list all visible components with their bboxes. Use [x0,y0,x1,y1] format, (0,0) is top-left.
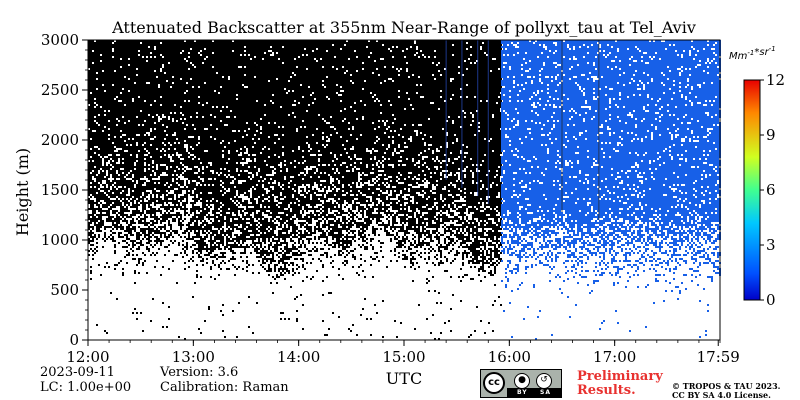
x-tick-label: 12:00 [66,348,109,366]
y-axis-label: Height (m) [13,148,32,236]
cc-license-badge: cc ● ↺ BY SA [480,369,562,398]
colorbar-unit-label: Mm-1*sr-1 [729,45,776,62]
y-tick-label: 500 [50,281,79,299]
share-alike-icon: ↺ [536,373,552,389]
y-tick-label: 2500 [41,81,79,99]
y-tick-label: 3000 [41,31,79,49]
heatmap-layer [88,40,721,340]
colorbar-tick-label: 3 [766,236,776,254]
colorbar-gradient [743,79,761,301]
preliminary-line2: Results. [577,383,636,398]
lc-label: LC: 1.00e+00 [40,380,132,395]
colorbar-tick-label: 9 [766,126,776,144]
colorbar-tick-label: 6 [766,181,776,199]
cc-icon: cc [483,372,505,394]
copyright-line1: © TROPOS & TAU 2023. [672,381,781,391]
chart-title: Attenuated Backscatter at 355nm Near-Ran… [111,18,696,37]
colorbar: 0 3 6 9 12 [743,71,785,309]
calibration-label: Calibration: Raman [160,380,289,395]
x-tick-label: 16:00 [488,348,531,366]
x-tick-label: 15:00 [382,348,425,366]
x-tick-label: 17:00 [593,348,636,366]
date-label: 2023-09-11 [40,365,115,380]
y-tick-label: 0 [69,331,79,349]
heatmap-nodata-cells [88,40,502,340]
y-tick-label: 2000 [41,131,79,149]
copyright-line2: CC BY SA 4.0 License. [672,390,771,400]
plot-area [87,39,721,341]
attribution-icon: ● [514,373,530,389]
cc-badge-strip: BY SA [507,388,561,397]
preliminary-line1: Preliminary [577,369,663,384]
x-tick-label: 14:00 [277,348,320,366]
x-tick-label: 13:00 [172,348,215,366]
x-axis: 12:00 13:00 14:00 15:00 16:00 17:00 17:59 [66,340,740,366]
y-tick-label: 1000 [41,231,79,249]
y-tick-label: 1500 [41,181,79,199]
x-tick-label: 17:59 [697,348,740,366]
x-axis-label: UTC [386,369,422,388]
heatmap-signal-cells [501,40,721,340]
y-axis: 0 500 1000 1500 2000 2500 3000 [41,31,88,349]
sa-label: SA [540,389,551,396]
colorbar-tick-label: 0 [766,291,776,309]
version-label: Version: 3.6 [160,365,239,380]
by-label: BY [517,389,528,396]
colorbar-tick-label: 12 [766,71,785,89]
